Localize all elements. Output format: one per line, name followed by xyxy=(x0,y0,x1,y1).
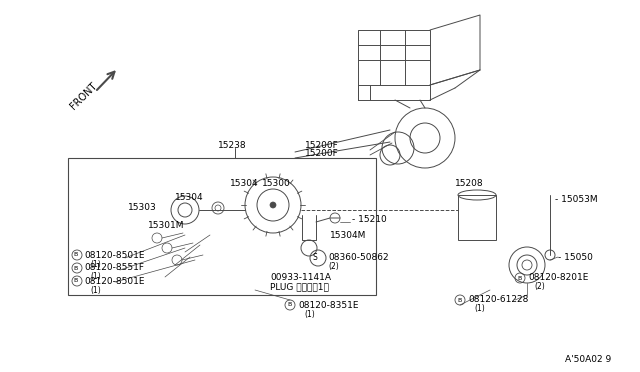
Bar xyxy=(68,158,376,295)
Text: B: B xyxy=(457,298,461,302)
Text: (1): (1) xyxy=(90,285,100,295)
Text: 15300: 15300 xyxy=(262,179,291,187)
Text: (1): (1) xyxy=(474,305,484,314)
Text: A'50A02 9: A'50A02 9 xyxy=(565,356,611,365)
Text: 08120-8501E: 08120-8501E xyxy=(84,276,145,285)
Text: - 15053M: - 15053M xyxy=(555,196,598,205)
Text: 15304: 15304 xyxy=(175,192,204,202)
Text: 08120-61228: 08120-61228 xyxy=(468,295,529,305)
Text: - 15050: - 15050 xyxy=(558,253,593,262)
Circle shape xyxy=(522,260,532,270)
Circle shape xyxy=(270,202,276,208)
Text: B: B xyxy=(517,276,521,280)
Text: 15238: 15238 xyxy=(218,141,246,150)
Text: B: B xyxy=(74,266,78,270)
Text: (1): (1) xyxy=(90,273,100,282)
Text: 15208: 15208 xyxy=(455,179,484,187)
Text: - 15210: - 15210 xyxy=(352,215,387,224)
Text: 08120-8201E: 08120-8201E xyxy=(528,273,588,282)
Text: (1): (1) xyxy=(304,310,315,318)
Text: B: B xyxy=(287,302,291,308)
Text: 15200F: 15200F xyxy=(305,141,339,150)
Text: 08120-8501E: 08120-8501E xyxy=(84,250,145,260)
Text: 15301M: 15301M xyxy=(148,221,184,230)
Text: 08360-50862: 08360-50862 xyxy=(328,253,388,263)
Text: 15304M: 15304M xyxy=(330,231,366,240)
Text: (1): (1) xyxy=(90,260,100,269)
Text: 15303: 15303 xyxy=(128,203,157,212)
Text: 08120-8351E: 08120-8351E xyxy=(298,301,358,310)
Bar xyxy=(458,195,496,240)
Text: PLUG プラグ（1）: PLUG プラグ（1） xyxy=(270,282,329,292)
Text: B: B xyxy=(74,279,78,283)
Text: FRONT: FRONT xyxy=(68,81,99,111)
Text: 08120-8551F: 08120-8551F xyxy=(84,263,144,273)
Text: 15304: 15304 xyxy=(230,179,259,187)
Text: (2): (2) xyxy=(534,282,545,292)
Text: S: S xyxy=(312,253,317,263)
Text: 15200F: 15200F xyxy=(305,148,339,157)
Text: (2): (2) xyxy=(328,263,339,272)
Text: B: B xyxy=(74,253,78,257)
Text: 00933-1141A: 00933-1141A xyxy=(270,273,331,282)
